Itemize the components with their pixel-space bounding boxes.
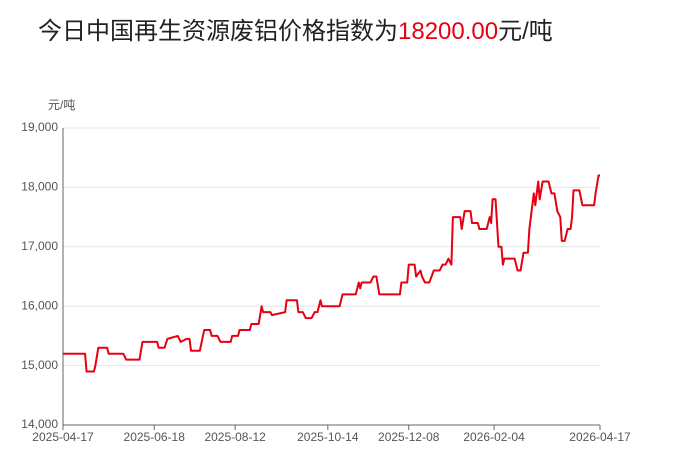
x-tick-label: 2025-06-18 <box>124 430 186 444</box>
x-tick-label: 2025-10-14 <box>297 430 359 444</box>
title-prefix: 今日中国再生资源废铝价格指数为 <box>38 18 398 45</box>
x-tick-label: 2025-04-17 <box>32 430 94 444</box>
y-tick-label: 16,000 <box>21 298 58 312</box>
y-unit: 元/吨 <box>48 98 75 112</box>
y-tick-label: 19,000 <box>21 120 58 134</box>
title-suffix: 元/吨 <box>498 18 553 45</box>
chart-title: 今日中国再生资源废铝价格指数为18200.00元/吨 <box>38 18 553 45</box>
y-tick-label: 18,000 <box>21 180 58 194</box>
x-tick-label: 2026-02-04 <box>463 430 525 444</box>
price-line <box>63 174 600 373</box>
y-tick-label: 17,000 <box>21 239 58 253</box>
x-tick-label: 2026-04-17 <box>569 430 631 444</box>
x-tick-label: 2025-12-08 <box>378 430 440 444</box>
y-tick-label: 14,000 <box>21 417 58 431</box>
y-tick-label: 15,000 <box>21 358 58 372</box>
title-value: 18200.00 <box>398 18 498 45</box>
x-tick-label: 2025-08-12 <box>204 430 266 444</box>
